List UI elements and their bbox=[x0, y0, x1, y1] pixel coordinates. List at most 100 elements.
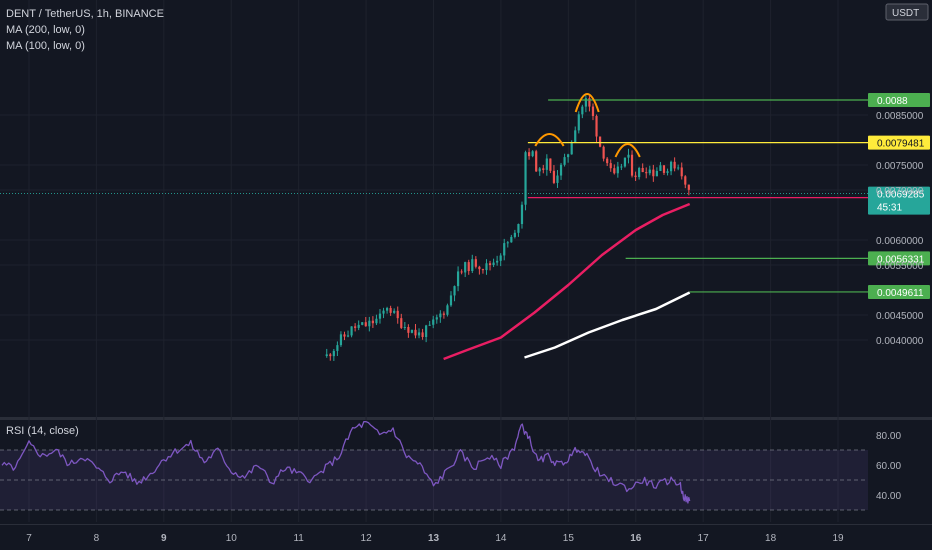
candle-body bbox=[368, 320, 371, 327]
price-tick-label: 0.0075000 bbox=[876, 161, 924, 172]
price-tick-label: 0.0040000 bbox=[876, 336, 924, 347]
candle-body bbox=[425, 325, 428, 338]
candle-body bbox=[407, 326, 410, 333]
candle-body bbox=[506, 242, 509, 244]
ma100-line bbox=[443, 202, 691, 361]
candle-body bbox=[542, 168, 545, 170]
annotations bbox=[534, 93, 641, 158]
candle-body bbox=[439, 313, 442, 318]
time-tick-label: 17 bbox=[698, 533, 710, 544]
candle-body bbox=[588, 98, 591, 107]
candle-body bbox=[520, 204, 524, 225]
candle-body bbox=[343, 334, 346, 337]
candle-body bbox=[354, 326, 357, 328]
last-price-label: 0.0069285 bbox=[877, 190, 925, 201]
candle-body bbox=[329, 354, 332, 357]
candle-body bbox=[684, 176, 687, 185]
price-tick-label: 0.0070000 bbox=[876, 186, 924, 197]
pane-separator bbox=[0, 417, 932, 420]
countdown-label: 45:31 bbox=[877, 203, 902, 214]
candle-body bbox=[410, 329, 414, 333]
candle-body bbox=[606, 158, 609, 164]
candle-body bbox=[627, 154, 630, 158]
time-axis-border bbox=[0, 524, 932, 525]
candle-body bbox=[382, 310, 385, 314]
candle-body bbox=[478, 266, 481, 270]
candle-body bbox=[492, 262, 495, 266]
candle-body bbox=[552, 170, 556, 183]
price-tick-label: 0.0045000 bbox=[876, 311, 924, 322]
rsi-tick-label: 60.00 bbox=[876, 461, 901, 472]
candle-body bbox=[577, 114, 580, 131]
candle-body bbox=[364, 322, 367, 327]
candle-body bbox=[332, 350, 335, 357]
candle-body bbox=[449, 295, 453, 306]
candle-body bbox=[669, 161, 673, 172]
candle-body bbox=[464, 262, 467, 273]
candle-body bbox=[545, 158, 548, 170]
time-tick-label: 19 bbox=[832, 533, 844, 544]
candle-body bbox=[357, 324, 360, 328]
candle-body bbox=[574, 130, 577, 143]
candle-body bbox=[559, 164, 563, 176]
candle-body bbox=[648, 169, 651, 174]
time-tick-label: 11 bbox=[293, 533, 304, 544]
candle-body bbox=[673, 161, 676, 169]
candle-body bbox=[662, 165, 666, 173]
candle-body bbox=[499, 255, 502, 261]
candle-body bbox=[474, 259, 477, 267]
currency-badge bbox=[885, 3, 929, 21]
rsi-line bbox=[1, 421, 691, 504]
rsi-tick-label: 40.00 bbox=[876, 491, 901, 502]
candle-body bbox=[385, 308, 389, 311]
rsi-tick-label: 80.00 bbox=[876, 431, 901, 442]
pattern-arc bbox=[574, 93, 600, 113]
candle-body bbox=[488, 263, 492, 266]
candle-body bbox=[613, 168, 616, 174]
ma200-line bbox=[524, 291, 691, 359]
candle-body bbox=[584, 98, 587, 107]
candle-body bbox=[563, 157, 566, 165]
candle-body bbox=[591, 106, 595, 117]
candle-body bbox=[645, 172, 648, 174]
ma100-legend: MA (100, low, 0) bbox=[6, 40, 85, 52]
candle-body bbox=[496, 260, 499, 263]
candle-body bbox=[538, 168, 541, 172]
candle-body bbox=[350, 326, 353, 336]
grid bbox=[0, 0, 932, 525]
candle-body bbox=[677, 167, 680, 169]
candle-body bbox=[378, 313, 382, 319]
candle-body bbox=[641, 167, 644, 173]
symbol-title: DENT / TetherUS, 1h, BINANCE bbox=[6, 8, 164, 20]
candle-body bbox=[680, 167, 683, 177]
candle-body bbox=[549, 158, 552, 171]
time-tick-label: 14 bbox=[495, 533, 507, 544]
candle-body bbox=[346, 335, 350, 337]
candle-body bbox=[616, 166, 619, 174]
candle-body bbox=[687, 184, 690, 190]
candle-body bbox=[602, 146, 605, 159]
candle-body bbox=[524, 152, 527, 205]
level-tag-label: 0.0088 bbox=[877, 96, 908, 107]
time-tick-label: 15 bbox=[563, 533, 575, 544]
candle-body bbox=[403, 326, 406, 328]
candle-body bbox=[442, 313, 445, 315]
candle-body bbox=[485, 263, 488, 271]
candle-body bbox=[453, 286, 456, 296]
time-tick-label: 7 bbox=[26, 533, 32, 544]
candle-body bbox=[432, 319, 435, 325]
candle-body bbox=[339, 334, 343, 346]
level-tag-label: 0.0079481 bbox=[877, 139, 925, 150]
pattern-arc bbox=[534, 133, 565, 147]
candle-body bbox=[652, 169, 655, 177]
level-tag-label: 0.0049611 bbox=[877, 288, 924, 299]
candle-body bbox=[531, 151, 534, 157]
candle-body bbox=[620, 166, 623, 168]
candle-body bbox=[634, 175, 637, 178]
level-tag bbox=[868, 251, 930, 266]
pattern-arc bbox=[614, 143, 641, 158]
time-tick-label: 10 bbox=[226, 533, 238, 544]
candle-body bbox=[598, 136, 602, 147]
